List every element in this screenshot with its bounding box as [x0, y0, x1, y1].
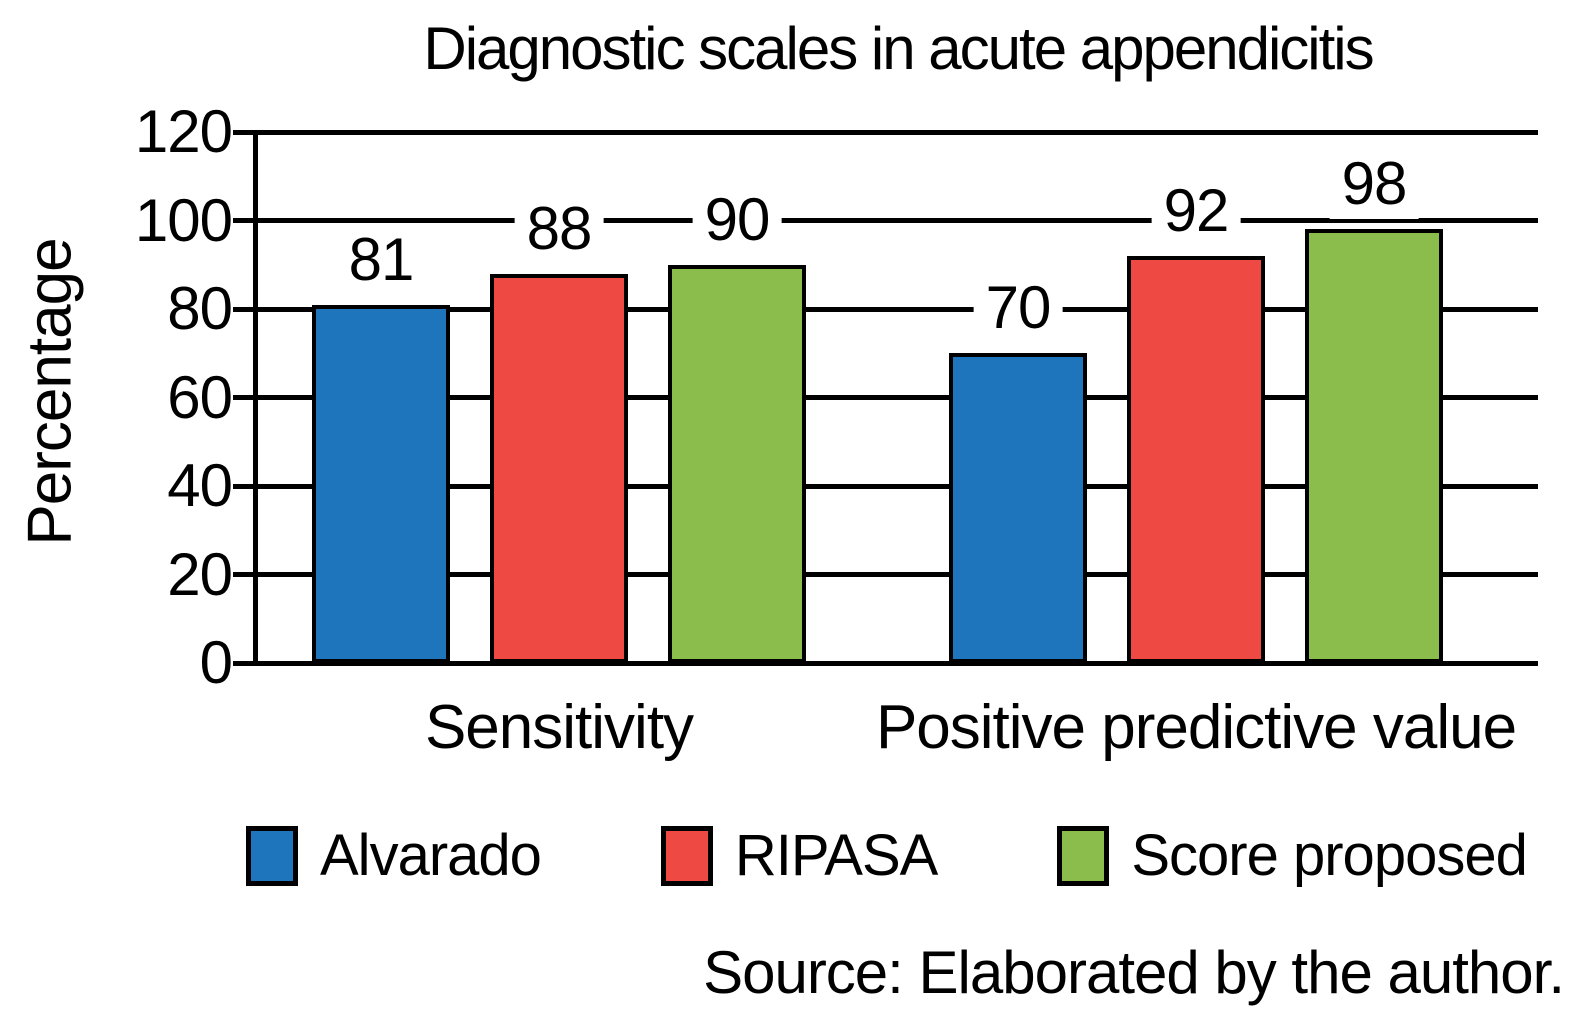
y-tick-mark-40	[233, 483, 256, 489]
y-axis-line	[253, 132, 258, 666]
x-category-label-1: Sensitivity	[424, 693, 694, 762]
gridline-y-60	[256, 395, 1538, 400]
bar-value-label-alvarado-1: 81	[336, 228, 426, 295]
legend-item-ripasa: RIPASA	[660, 822, 938, 889]
x-category-label-2: Positive predictive value	[875, 693, 1517, 762]
gridline-y-100	[256, 218, 1538, 223]
legend: Alvarado RIPASA Score proposed	[246, 822, 1528, 889]
y-tick-label-80: 80	[167, 275, 233, 342]
bar-ripasa-2	[1127, 255, 1265, 663]
legend-swatch-alvarado	[246, 825, 298, 886]
legend-label-ripasa: RIPASA	[734, 823, 938, 888]
y-tick-label-100: 100	[134, 186, 233, 254]
bar-value-label-score-proposed-2: 98	[1329, 153, 1419, 220]
gridline-y-40	[256, 483, 1538, 489]
y-tick-label-60: 60	[167, 363, 233, 431]
bar-value-label-ripasa-2: 92	[1151, 179, 1241, 246]
gridline-y-120	[256, 129, 1538, 135]
y-tick-label-120: 120	[134, 98, 233, 165]
gridline-y-80	[256, 306, 1538, 312]
bar-value-label-score-proposed-1: 90	[692, 188, 782, 255]
bar-alvarado-2	[949, 353, 1087, 663]
y-tick-label-20: 20	[167, 540, 233, 608]
legend-swatch-score-proposed	[1057, 825, 1110, 886]
legend-item-score-proposed: Score proposed	[1057, 822, 1528, 889]
source-note: Source: Elaborated by the author.	[703, 939, 1565, 1006]
y-tick-mark-60	[233, 395, 256, 400]
legend-label-alvarado: Alvarado	[320, 823, 542, 888]
bar-alvarado-1	[312, 304, 450, 663]
gridline-y-20	[256, 572, 1538, 577]
legend-item-alvarado: Alvarado	[246, 822, 542, 889]
chart-title: Diagnostic scales in acute appendicitis	[423, 15, 1374, 82]
y-tick-mark-0	[233, 660, 256, 666]
bar-value-label-alvarado-2: 70	[973, 277, 1063, 344]
legend-swatch-ripasa	[660, 825, 713, 886]
gridline-y-0	[256, 660, 1538, 666]
y-tick-mark-20	[233, 572, 256, 577]
bar-score-proposed-2	[1305, 229, 1443, 663]
y-tick-label-40: 40	[167, 452, 233, 519]
y-tick-mark-80	[233, 306, 256, 312]
y-tick-mark-120	[233, 129, 256, 135]
y-tick-label-0: 0	[199, 629, 233, 696]
plot-area: 81 88 90 70 92 98	[233, 129, 1538, 666]
bar-score-proposed-1	[668, 264, 806, 663]
bar-ripasa-1	[490, 273, 628, 663]
y-tick-mark-100	[233, 218, 256, 223]
legend-label-score-proposed: Score proposed	[1131, 823, 1527, 888]
bar-value-label-ripasa-1: 88	[514, 197, 604, 264]
